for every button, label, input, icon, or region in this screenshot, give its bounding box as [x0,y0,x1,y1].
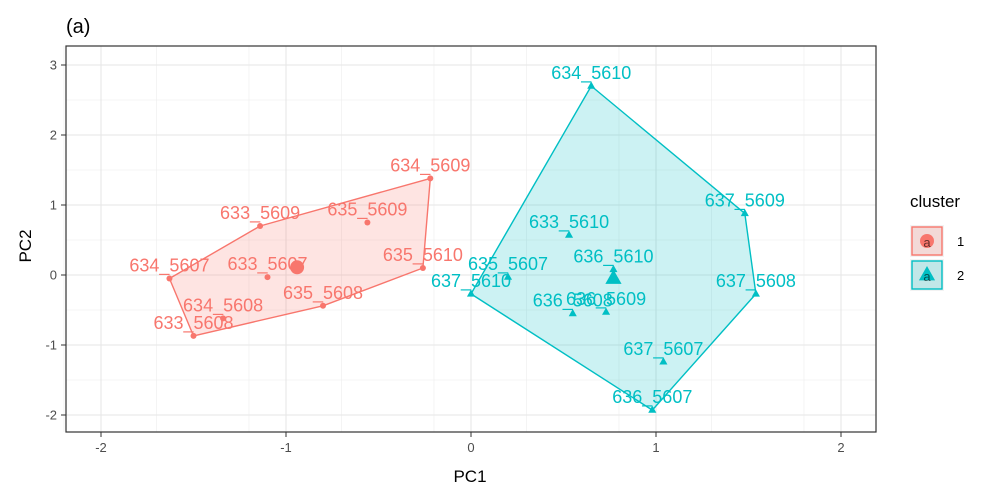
cluster-2-point [587,81,596,89]
cluster-2-hull [470,85,757,411]
x-tick-label: 0 [467,440,474,455]
chart-title: (a) [66,16,90,38]
y-tick-label: 0 [50,268,57,283]
cluster-2-point [609,264,618,273]
cluster-2-point [740,208,749,217]
point-label: 635_5610 [383,245,463,266]
y-axis-title: PC2 [16,229,35,262]
legend-key-glyph: a [923,235,931,250]
plot-border [65,45,877,433]
cluster-2-point [751,289,760,297]
cluster-1-point [264,274,271,281]
legend-title: cluster [910,192,960,211]
y-tick-label: -2 [45,408,57,423]
point-label: 636_5610 [573,246,653,267]
cluster-1-point [190,332,197,339]
y-tick-label: 3 [50,58,57,73]
cluster-1-point [166,275,173,282]
legend-key-glyph: a [923,269,931,284]
cluster-2-point [602,307,611,315]
point-label: 634_5609 [390,155,470,176]
cluster-2-point [568,309,577,317]
cluster-1-point [220,315,227,322]
cluster-1-point [419,265,426,271]
cluster-2-point [503,272,513,280]
point-label: 634_5607 [129,256,209,277]
legend-key-marker [918,266,936,281]
point-label: 637_5609 [705,190,785,211]
x-tick-label: -1 [280,440,292,455]
x-tick-label: 1 [652,440,659,455]
point-label: 634_5610 [551,63,631,84]
y-tick-label: -1 [45,338,57,353]
cluster-1-point [320,302,326,309]
cluster-2-point [648,405,657,413]
y-tick-label: 1 [50,198,57,213]
point-label: 633_5610 [529,212,609,233]
point-label: 636_5609 [566,289,646,310]
point-label: 633_5608 [153,313,233,334]
point-label: 635_5609 [327,200,407,221]
cluster-1-centroid [290,260,305,275]
cluster-1-point [364,219,371,226]
cluster-2-centroid [605,269,622,284]
cluster-1-point [257,223,264,229]
cluster-2-point [659,357,668,365]
point-label: 637_5607 [623,339,703,360]
cluster-2-point [565,230,574,238]
cluster-2-point [466,289,476,297]
point-label: 637_5608 [716,271,796,292]
point-label: 636_5607 [612,387,692,408]
legend-label: 1 [957,234,964,249]
x-axis-title: PC1 [453,467,486,486]
x-tick-label: 2 [837,440,844,455]
point-label: 635_5608 [283,283,363,304]
point-label: 634_5608 [183,295,263,316]
plot-area: -2 -1 0 1 2 -2 -1 0 1 2 3 634_5609 633_5609 635_5609 6… [45,45,877,455]
point-label: 636_5608 [533,291,613,312]
cluster-1-point [427,175,434,182]
point-label: 633_5607 [227,254,307,275]
legend-key-marker [920,234,934,248]
point-label: 633_5609 [220,203,300,224]
y-tick-label: 2 [50,128,57,143]
legend-label: 2 [957,268,964,283]
x-tick-label: -2 [95,440,107,455]
point-label: 637_5610 [431,271,511,292]
point-label: 635_5607 [468,254,548,275]
